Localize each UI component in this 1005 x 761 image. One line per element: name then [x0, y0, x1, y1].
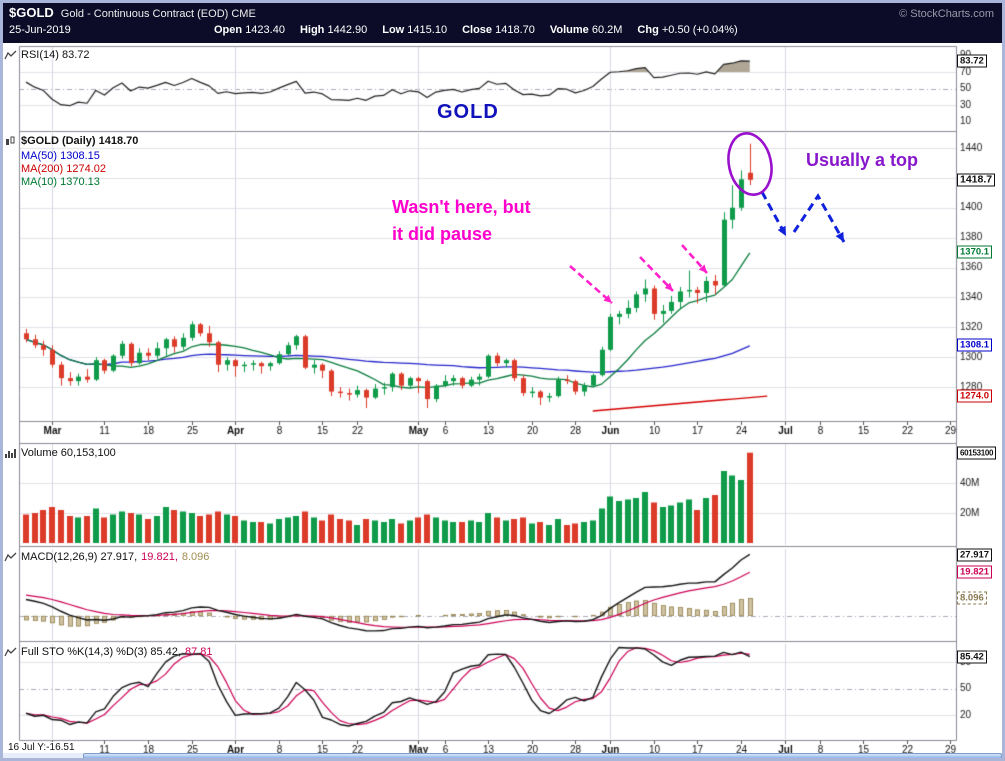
crosshair-readout: 16 Jul Y:-16.51: [5, 742, 78, 753]
ma10-legend: MA(10) 1370.13: [21, 176, 100, 188]
sto-collapse-icon[interactable]: [4, 647, 17, 658]
rsi-collapse-icon[interactable]: [4, 50, 17, 61]
quote-high-value: 1442.90: [327, 24, 368, 36]
volume-legend-text: Volume 60,153,100: [21, 447, 116, 459]
quote-open-value: 1423.40: [245, 24, 285, 36]
pause-annotation: Wasn't here, but it did pause: [392, 194, 531, 248]
copyright-label: © StockCharts.com: [899, 8, 994, 20]
quote-low-value: 1415.10: [407, 24, 448, 36]
quote-close-value: 1418.70: [495, 24, 535, 36]
quote-chg-label: Chg: [637, 24, 659, 36]
ma200-legend: MA(200) 1274.02: [21, 163, 106, 175]
macd-signal-value: 19.821,: [141, 551, 178, 563]
horizontal-scrollbar[interactable]: [3, 753, 1002, 759]
symbol-label: $GOLD: [9, 5, 54, 20]
quote-volume-label: Volume: [549, 24, 589, 36]
macd-legend: MACD(12,26,9) 27.917, 19.821, 8.096: [4, 551, 209, 563]
quote-date: 25-Jun-2019: [9, 24, 71, 36]
rsi-legend-text: RSI(14) 83.72: [21, 49, 90, 61]
quote-open-label: Open: [214, 24, 243, 36]
ma50-legend: MA(50) 1308.15: [21, 150, 100, 162]
quote-close: Close 1418.70: [462, 24, 535, 36]
gold-annotation: GOLD: [437, 101, 499, 123]
quote-open: Open 1423.40: [214, 24, 285, 36]
quote-low: Low 1415.10: [382, 24, 447, 36]
quote-volume: Volume 60.2M: [550, 24, 623, 36]
quote-high: High 1442.90: [300, 24, 367, 36]
ma10-legend-text: MA(10) 1370.13: [21, 176, 100, 188]
ma200-legend-text: MA(200) 1274.02: [21, 163, 106, 175]
quote-line: 25-Jun-2019 Open 1423.40 High 1442.90 Lo…: [9, 24, 994, 43]
price-legend-text: $GOLD (Daily) 1418.70: [21, 135, 139, 147]
quote-volume-value: 60.2M: [591, 24, 623, 36]
pause-annotation-line1: Wasn't here, but: [392, 197, 531, 217]
macd-hist-value: 8.096: [181, 551, 210, 563]
pause-annotation-line2: it did pause: [392, 224, 493, 244]
quote-chg: Chg +0.50 (+0.04%): [637, 24, 737, 36]
usually-a-top-annotation: Usually a top: [806, 150, 919, 170]
quote-close-label: Close: [462, 24, 493, 36]
scrollbar-thumb[interactable]: [82, 753, 1002, 759]
macd-legend-text: MACD(12,26,9) 27.917,: [21, 551, 138, 563]
symbol-description: Gold - Continuous Contract (EOD) CME: [60, 8, 256, 20]
candlestick-panel-icon[interactable]: [4, 136, 17, 147]
chart-header: $GOLD Gold - Continuous Contract (EOD) C…: [3, 3, 1002, 43]
rsi-legend: RSI(14) 83.72: [4, 49, 89, 61]
sto-legend-text: Full STO %K(14,3) %D(3) 85.42,: [21, 646, 181, 658]
ma50-legend-text: MA(50) 1308.15: [21, 150, 100, 162]
volume-legend: Volume 60,153,100: [4, 447, 116, 459]
quote-high-label: High: [299, 24, 325, 36]
macd-collapse-icon[interactable]: [4, 552, 17, 563]
sto-legend: Full STO %K(14,3) %D(3) 85.42, 87.81: [4, 646, 213, 658]
price-legend: $GOLD (Daily) 1418.70: [4, 135, 138, 147]
quote-chg-value: +0.50 (+0.04%): [661, 24, 738, 36]
volume-panel-icon[interactable]: [4, 448, 17, 459]
sto-d-value: 87.81: [184, 646, 213, 658]
quote-low-label: Low: [382, 24, 405, 36]
